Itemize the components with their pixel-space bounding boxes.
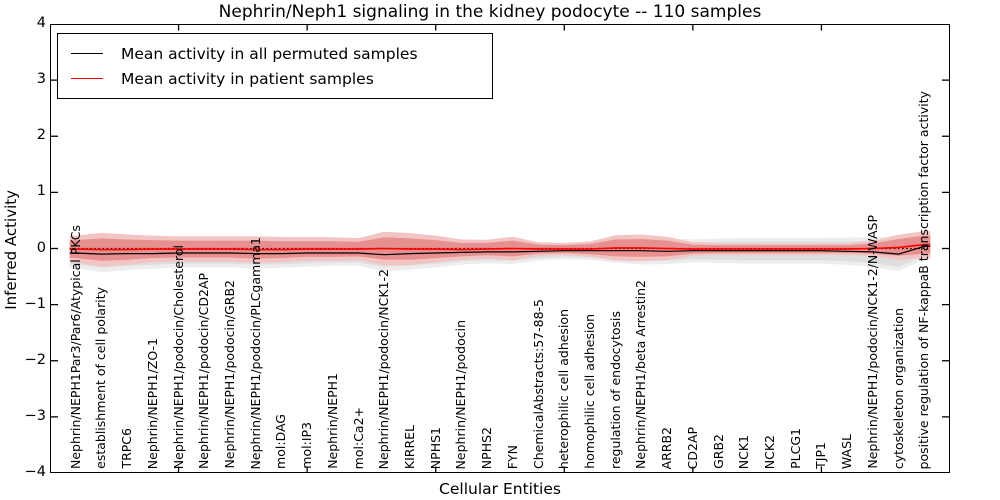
x-category-label: PLCG1 <box>787 428 803 469</box>
x-category-label: Nephrin/NEPH1/podocin/NCK1-2 <box>376 268 392 469</box>
patient-line-swatch-icon <box>71 78 103 79</box>
x-category-label: Nephrin/NEPH1 <box>324 373 340 469</box>
x-category-label: WASL <box>839 433 855 469</box>
x-category-label: mol:IP3 <box>299 422 315 469</box>
y-tick-label: −3 <box>24 407 46 424</box>
x-category-label: regulation of endocytosis <box>607 311 623 469</box>
x-category-label: NCK2 <box>762 434 777 469</box>
x-axis-title: Cellular Entities <box>439 480 561 498</box>
x-category-label: Nephrin/NEPH1/podocin <box>453 319 469 469</box>
y-tick-label: 4 <box>36 15 46 31</box>
legend-entry-patient: Mean activity in patient samples <box>71 70 492 88</box>
x-category-label: KIRREL <box>402 424 417 469</box>
y-tick-label: 1 <box>36 183 46 200</box>
x-category-label: Nephrin/NEPH1/podocin/PLCgamma1 <box>247 236 263 469</box>
permuted-line-swatch-icon <box>71 53 103 54</box>
x-category-label: TRPC6 <box>119 428 135 469</box>
x-category-label: NPHS1 <box>427 426 443 469</box>
x-category-label: ChemicalAbstracts:57-88-5 <box>530 299 546 469</box>
y-axis-title: Inferred Activity <box>2 190 20 310</box>
x-category-label: Nephrin/NEPH1Par3/Par6/Atypical PKCs <box>67 225 83 469</box>
x-category-label: establishment of cell polarity <box>93 287 109 469</box>
legend-label-patient: Mean activity in patient samples <box>121 69 374 88</box>
x-category-label: Nephrin/NEPH1/podocin/Cholesterol <box>170 244 186 469</box>
x-category-label: mol:Ca2+ <box>350 406 366 469</box>
legend: Mean activity in all permuted samples Me… <box>57 33 493 99</box>
x-category-label: homophilic cell adhesion <box>582 314 597 469</box>
chart-title: Nephrin/Neph1 signaling in the kidney po… <box>218 2 762 22</box>
x-category-label: heterophilic cell adhesion <box>556 308 572 469</box>
y-tick-label: 2 <box>36 127 46 144</box>
x-category-label: Nephrin/NEPH1/beta Arrestin2 <box>633 280 649 469</box>
x-category-label: mol:DAG <box>273 414 289 469</box>
x-category-label: NPHS2 <box>479 426 495 469</box>
x-category-label: NCK1 <box>736 434 752 469</box>
plot-area <box>50 24 950 473</box>
x-category-label: Nephrin/NEPH1/ZO-1 <box>144 337 160 469</box>
x-category-label: GRB2 <box>710 434 726 469</box>
y-tick-label: −2 <box>24 351 46 368</box>
legend-label-permuted: Mean activity in all permuted samples <box>121 44 418 63</box>
y-tick-label: 3 <box>36 71 46 88</box>
x-category-label: cytoskeleton organization <box>890 307 906 469</box>
y-tick-label: −4 <box>24 464 46 480</box>
x-category-label: Nephrin/NEPH1/podocin/CD2AP <box>196 272 212 469</box>
x-category-label: positive regulation of NF-kappaB transcr… <box>916 90 932 469</box>
x-category-label: Nephrin/NEPH1/podocin/NCK1-2/N-WASP <box>864 215 880 469</box>
y-tick-label: 0 <box>36 239 46 256</box>
x-category-label: FYN <box>504 444 520 469</box>
x-category-label: Nephrin/NEPH1/podocin/GRB2 <box>222 280 237 469</box>
x-category-label: CD2AP <box>684 426 700 469</box>
y-tick-label: −1 <box>24 295 46 312</box>
x-category-label: ARRB2 <box>659 426 675 469</box>
x-category-label: TJP1 <box>813 442 829 469</box>
legend-entry-permuted: Mean activity in all permuted samples <box>71 45 492 63</box>
